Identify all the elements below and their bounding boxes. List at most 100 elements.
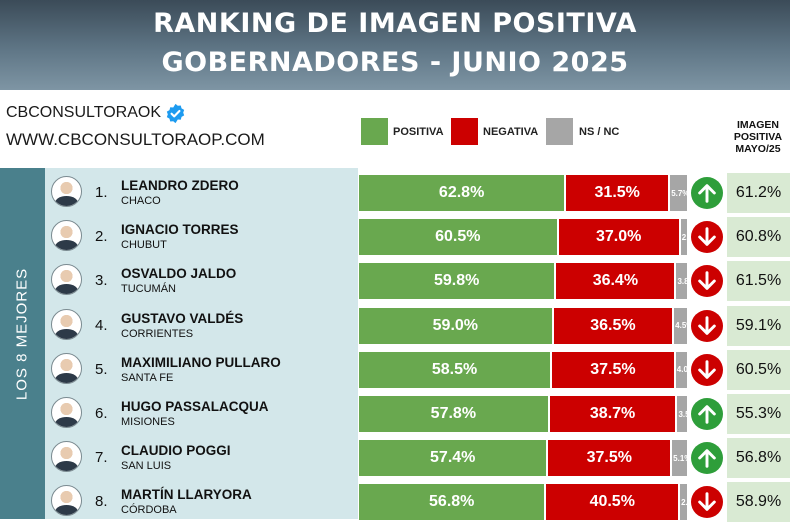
bar-positiva: 57.8% xyxy=(358,395,549,433)
rank-number: 2. xyxy=(95,228,108,246)
province-name: CORRIENTES xyxy=(121,327,194,340)
previous-month-header: IMAGEN POSITIVA MAYO/25 xyxy=(722,119,790,155)
governor-name: HUGO PASSALACQUA xyxy=(121,399,269,414)
bar-negativa: 37.5% xyxy=(551,350,675,389)
avatar xyxy=(51,308,82,340)
arrow-down-icon xyxy=(691,486,723,519)
previous-month-value: 61.5% xyxy=(727,261,790,302)
bar-negativa: 36.4% xyxy=(555,262,676,301)
bar-positiva: 62.8% xyxy=(358,174,566,212)
bar-positiva: 58.5% xyxy=(358,350,552,389)
avatar xyxy=(51,264,82,296)
rank-number: 3. xyxy=(95,272,108,290)
province-name: CÓRDOBA xyxy=(121,504,177,517)
legend-label-negativa: NEGATIVA xyxy=(483,126,539,138)
bar-nsnc: 3.5% xyxy=(676,395,697,433)
previous-month-value: 55.3% xyxy=(727,394,790,434)
province-name: CHACO xyxy=(121,195,161,207)
legend-swatch-positiva xyxy=(361,118,388,145)
arrow-up-icon xyxy=(691,398,723,430)
previous-month-value: 60.5% xyxy=(727,349,790,390)
arrow-up-icon xyxy=(691,177,723,209)
stacked-bar: 58.5% 37.5% 4.0% xyxy=(358,350,695,389)
chart-title-line1: RANKING DE IMAGEN POSITIVA xyxy=(153,8,637,39)
governor-name: MAXIMILIANO PULLARO xyxy=(121,354,281,370)
legend-swatch-negativa xyxy=(451,118,478,145)
rank-number: 6. xyxy=(95,405,108,422)
bar-negativa: 36.5% xyxy=(552,306,674,345)
governor-name: MARTÍN LLARYORA xyxy=(121,487,252,503)
bar-negativa: 40.5% xyxy=(545,483,680,522)
province-name: SANTA FE xyxy=(121,371,174,384)
avatar xyxy=(51,397,82,428)
table-row: 6. HUGO PASSALACQUA MISIONES 57.8% 38.7% 3.5%… xyxy=(0,392,790,436)
legend-label-positiva: POSITIVA xyxy=(393,126,444,138)
stacked-bar: 59.0% 36.5% 4.5% xyxy=(358,306,693,345)
table-row: 7. CLAUDIO POGGI SAN LUIS 57.4% 37.5% 5.1% 56.… xyxy=(0,436,790,480)
table-row: 3. OSVALDO JALDO TUCUMÁN 59.8% 36.4% 3.8% 61.5… xyxy=(0,259,790,303)
bar-negativa: 31.5% xyxy=(565,174,670,212)
bar-positiva: 59.0% xyxy=(358,306,553,345)
arrow-down-icon xyxy=(691,309,723,342)
stacked-bar: 59.8% 36.4% 3.8% xyxy=(358,262,696,301)
previous-header-line3: MAYO/25 xyxy=(735,143,781,155)
bar-positiva: 60.5% xyxy=(358,218,558,257)
province-name: CHUBUT xyxy=(121,239,167,252)
table-row: 4. GUSTAVO VALDÉS CORRIENTES 59.0% 36.5% 4.5%… xyxy=(0,304,790,348)
rank-number: 8. xyxy=(95,493,108,511)
table-row: 2. IGNACIO TORRES CHUBUT 60.5% 37.0% 2.5 60.8% xyxy=(0,215,790,259)
rank-number: 7. xyxy=(95,449,108,467)
avatar xyxy=(51,176,82,207)
bar-negativa: 37.0% xyxy=(557,218,680,257)
bar-nsnc: 3.8% xyxy=(675,262,696,301)
bar-positiva: 59.8% xyxy=(358,262,556,301)
header-banner xyxy=(0,0,790,90)
brand-handle: CBCONSULTORAOK xyxy=(6,104,161,121)
bar-nsnc: 5.1% xyxy=(671,439,691,478)
province-name: MISIONES xyxy=(121,416,175,428)
province-name: TUCUMÁN xyxy=(121,283,176,296)
avatar xyxy=(51,220,82,252)
governor-name: IGNACIO TORRES xyxy=(121,222,239,238)
brand-website: WWW.CBCONSULTORAOP.COM xyxy=(6,130,265,149)
chart-title-line2: GOBERNADORES - JUNIO 2025 xyxy=(161,47,629,78)
bar-negativa: 37.5% xyxy=(547,439,672,478)
avatar xyxy=(51,441,82,473)
previous-header-line2: POSITIVA xyxy=(733,131,783,143)
bar-nsnc: 5.7% xyxy=(669,174,689,212)
avatar xyxy=(51,485,82,517)
side-band xyxy=(0,168,45,519)
rank-number: 5. xyxy=(95,360,108,378)
stacked-bar: 60.5% 37.0% 2.5 xyxy=(358,218,693,257)
bar-nsnc: 4.5% xyxy=(673,306,693,345)
table-row: 1. LEANDRO ZDERO CHACO 62.8% 31.5% 5.7% 61.2% xyxy=(0,171,790,215)
bar-nsnc: 2.7% xyxy=(679,483,699,522)
stacked-bar: 57.8% 38.7% 3.5% xyxy=(358,395,697,433)
rank-number: 1. xyxy=(95,184,108,201)
legend-swatch-nsnc xyxy=(546,118,573,145)
legend-label-nsnc: NS / NC xyxy=(579,126,620,138)
table-row: 5. MAXIMILIANO PULLARO SANTA FE 58.5% 37.5% 4… xyxy=(0,348,790,392)
arrow-down-icon xyxy=(691,353,723,386)
previous-header-line1: IMAGEN xyxy=(737,119,779,131)
arrow-up-icon xyxy=(691,442,723,475)
governor-name: GUSTAVO VALDÉS xyxy=(121,310,244,326)
previous-month-value: 58.9% xyxy=(727,482,790,523)
arrow-down-icon xyxy=(691,221,723,254)
previous-month-value: 60.8% xyxy=(727,217,790,258)
arrow-down-icon xyxy=(691,265,723,298)
bar-positiva: 57.4% xyxy=(358,439,548,478)
bar-nsnc: 2.5 xyxy=(679,218,693,257)
previous-month-value: 56.8% xyxy=(727,438,790,479)
governor-name: OSVALDO JALDO xyxy=(121,266,237,282)
bar-nsnc: 4.0% xyxy=(674,350,695,389)
bar-positiva: 56.8% xyxy=(358,483,546,522)
rank-number: 4. xyxy=(95,316,108,334)
verified-badge-icon xyxy=(166,103,185,124)
previous-month-value: 59.1% xyxy=(727,305,790,346)
bar-negativa: 38.7% xyxy=(548,395,677,433)
province-name: SAN LUIS xyxy=(121,460,172,473)
avatar xyxy=(51,352,82,384)
stacked-bar: 57.4% 37.5% 5.1% xyxy=(358,439,691,478)
rows-background xyxy=(45,168,358,519)
